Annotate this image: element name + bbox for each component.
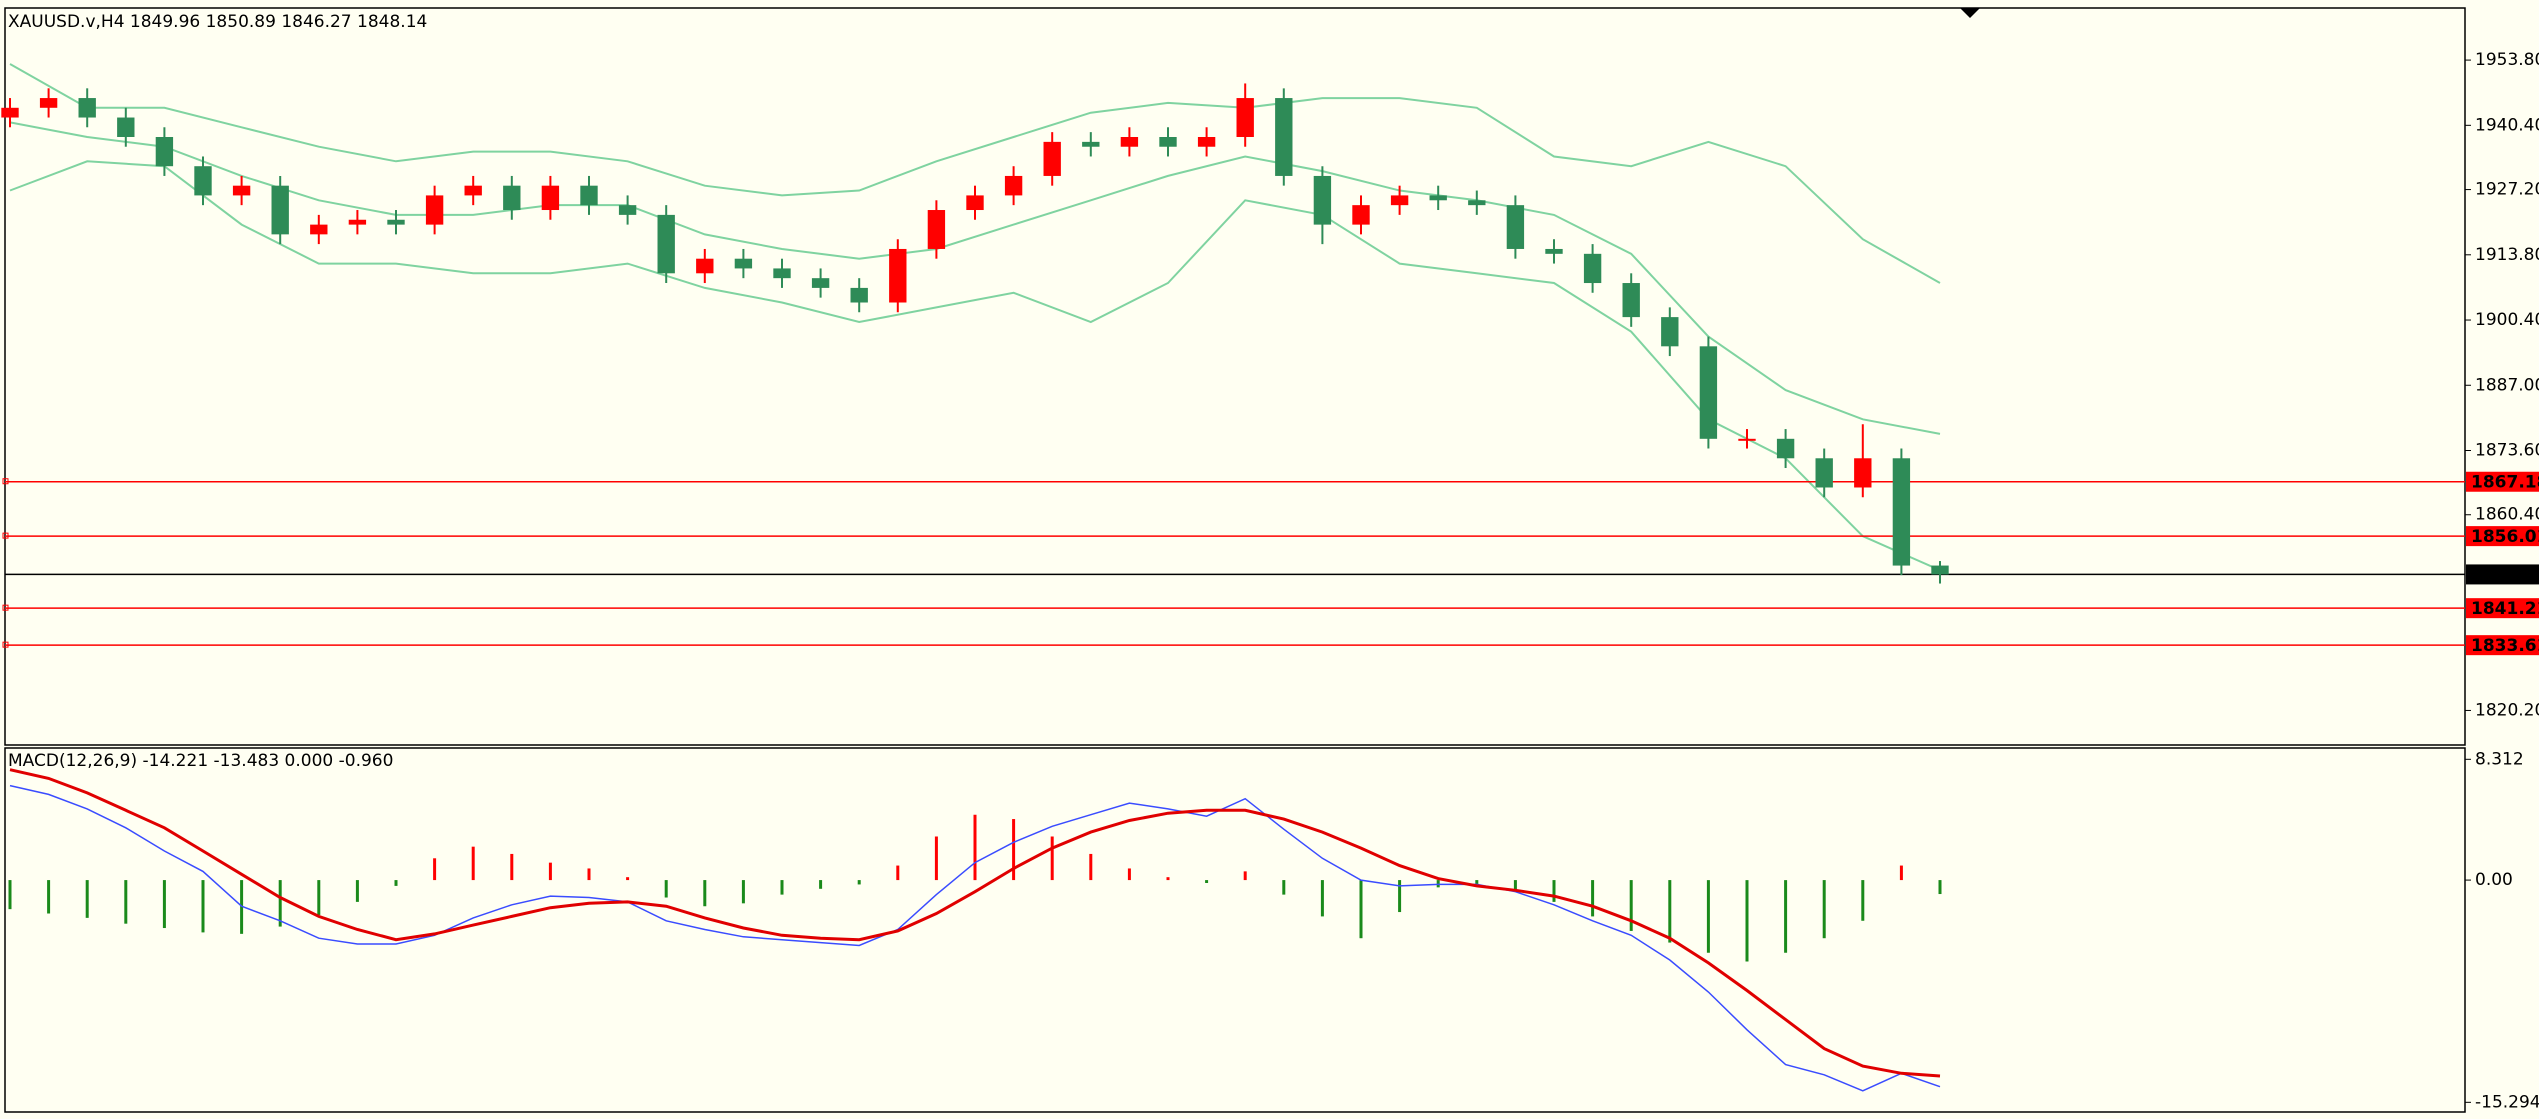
- candle-body: [232, 185, 251, 196]
- candle-body: [1583, 253, 1602, 284]
- candle-body: [310, 224, 328, 235]
- price-tag: [2466, 564, 2539, 585]
- bollinger-middle: [9, 121, 1941, 435]
- y-tick-label: 1913.80: [2475, 245, 2539, 265]
- candle-body: [1892, 458, 1911, 566]
- price-tag-label: 1867.18: [2471, 473, 2539, 493]
- candle-body: [1699, 346, 1718, 439]
- level-handle: [2, 478, 9, 485]
- candle-body: [1506, 205, 1525, 249]
- price-tag: [2466, 471, 2539, 492]
- price-tag: [2466, 526, 2539, 547]
- candle-body: [1390, 195, 1409, 206]
- price-tag-label: 1856.01: [2471, 527, 2539, 547]
- price-tag-label: 1848.14: [2471, 565, 2539, 585]
- candle-body: [78, 98, 96, 118]
- y-tick-label: 1860.40: [2475, 505, 2539, 525]
- candle-body: [117, 117, 135, 137]
- candle-body: [1, 107, 19, 118]
- candle-body: [1313, 175, 1332, 225]
- candle-body: [1931, 565, 1949, 575]
- candle-body: [155, 136, 174, 167]
- y-tick-label: 8.312: [2475, 749, 2524, 769]
- bollinger-lower: [9, 160, 1941, 572]
- price-tag: [2466, 635, 2539, 656]
- candle-body: [271, 185, 289, 235]
- price-tag: [2466, 598, 2539, 619]
- bollinger-upper: [9, 63, 1941, 284]
- y-tick-label: 0.00: [2475, 870, 2513, 890]
- candle-body: [1004, 175, 1023, 196]
- candle-body: [734, 258, 753, 269]
- candle-body: [464, 185, 482, 196]
- y-tick-label: 1940.40: [2475, 115, 2539, 135]
- main-panel-frame: [4, 7, 2466, 746]
- candle-body: [1275, 98, 1293, 176]
- y-tick-label: 1820.20: [2475, 700, 2539, 720]
- candle-body: [1738, 438, 1756, 441]
- candle-body: [580, 185, 598, 206]
- candle-body: [1197, 136, 1216, 147]
- candle-body: [1854, 458, 1872, 488]
- candle-body: [425, 195, 444, 225]
- candle-body: [541, 185, 560, 211]
- y-tick-label: 1887.00: [2475, 375, 2539, 395]
- y-tick-label: 1873.60: [2475, 440, 2539, 460]
- candle-body: [927, 210, 946, 249]
- candle-body: [1545, 248, 1563, 254]
- candle-body: [1661, 317, 1679, 347]
- candle-body: [1468, 200, 1486, 206]
- candle-body: [194, 166, 212, 196]
- level-handle: [2, 532, 9, 539]
- candle-body: [1159, 136, 1177, 147]
- candle-body: [1776, 438, 1795, 459]
- candle-body: [387, 219, 405, 225]
- candle-body: [1815, 458, 1833, 488]
- candle-body: [657, 214, 675, 274]
- candle-body: [889, 248, 907, 303]
- price-tag-label: 1841.21: [2471, 599, 2539, 619]
- macd-title: MACD(12,26,9) -14.221 -13.483 0.000 -0.9…: [8, 751, 393, 771]
- chart-title: XAUUSD.v,H4 1849.96 1850.89 1846.27 1848…: [8, 12, 427, 32]
- candle-body: [348, 219, 367, 225]
- candle-body: [1622, 283, 1640, 318]
- macd-panel-frame: [4, 747, 2466, 1113]
- candle-body: [1236, 98, 1254, 137]
- shift-marker: [1960, 8, 1980, 18]
- y-tick-label: 1900.40: [2475, 310, 2539, 330]
- level-handle: [2, 604, 9, 611]
- macd-line: [9, 784, 1941, 1092]
- candle-body: [696, 258, 714, 274]
- candle-body: [966, 195, 984, 211]
- candle-body: [503, 185, 521, 211]
- candle-body: [618, 205, 637, 215]
- y-tick-label: 1953.80: [2475, 50, 2539, 70]
- candle-body: [773, 268, 791, 279]
- candle-body: [811, 278, 830, 288]
- y-tick-label: 1927.20: [2475, 180, 2539, 200]
- price-tag-label: 1833.61: [2471, 636, 2539, 656]
- candle-body: [1120, 136, 1139, 147]
- y-tick-label: -15.294: [2475, 1092, 2539, 1112]
- candle-body: [1352, 205, 1370, 225]
- candle-body: [1043, 141, 1061, 176]
- candle-body: [850, 287, 868, 303]
- candle-body: [1429, 195, 1447, 201]
- signal-line: [9, 768, 1941, 1078]
- candle-body: [1082, 141, 1100, 147]
- level-handle: [2, 641, 9, 648]
- candle-body: [39, 98, 58, 108]
